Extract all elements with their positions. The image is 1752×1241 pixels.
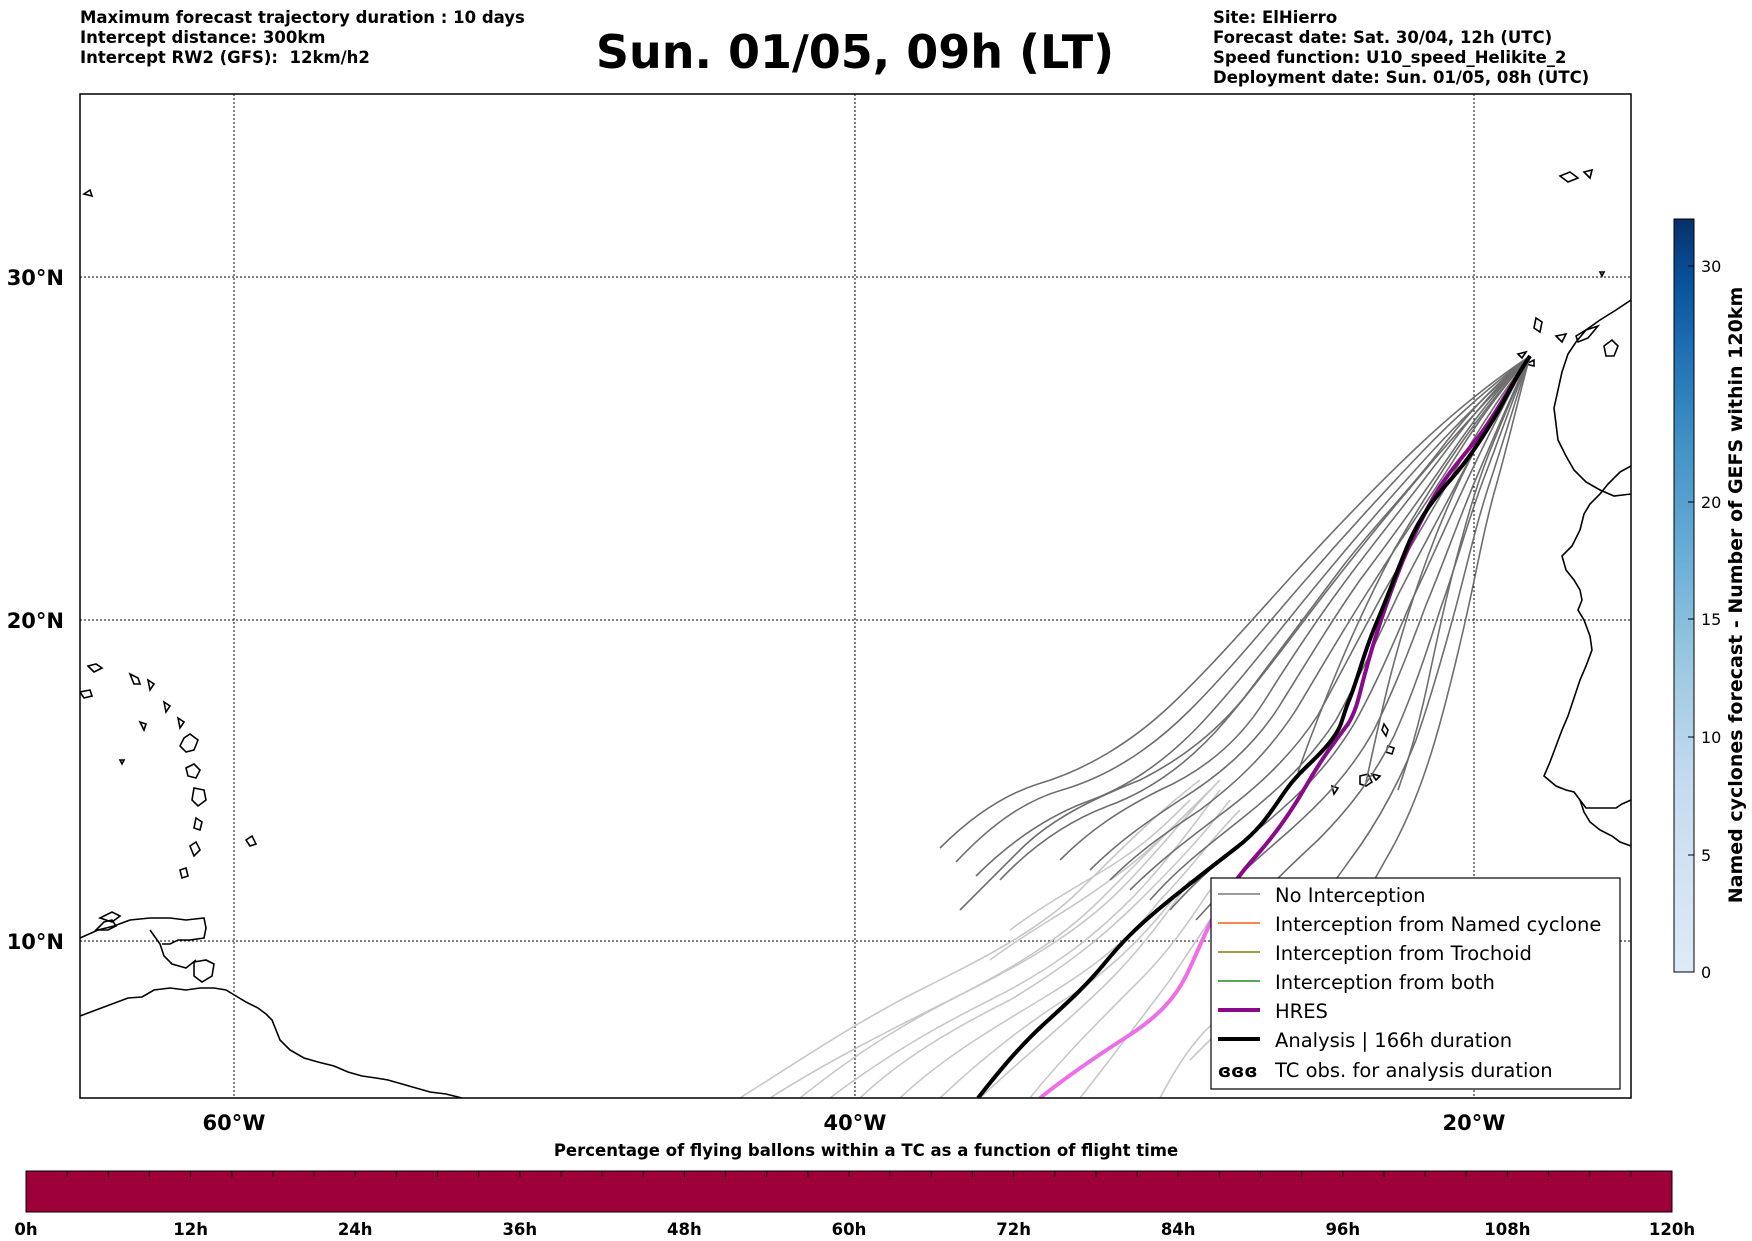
legend-label-hres: HRES bbox=[1275, 1000, 1328, 1023]
colorbar-tick-5: 5 bbox=[1701, 846, 1711, 865]
header-left-info: Maximum forecast trajectory duration : 1… bbox=[80, 8, 525, 68]
legend: No Interception Interception from Named … bbox=[1210, 877, 1621, 1090]
colorbar-title: Named cyclones forecast - Number of GEFS… bbox=[1725, 287, 1747, 904]
map-border bbox=[79, 93, 1632, 1099]
lat-axis-labels: 30°N 20°N 10°N bbox=[7, 266, 64, 954]
intercept-distance-text: Intercept distance: 300km bbox=[80, 28, 326, 47]
speed-function-text: Speed function: U10_speed_Helikite_2 bbox=[1213, 48, 1567, 67]
legend-box bbox=[1210, 877, 1621, 1090]
pct-tick-0h: 0h bbox=[14, 1220, 37, 1239]
lat-label-20n: 20°N bbox=[7, 609, 64, 633]
colorbar: 0 5 10 15 20 30 Named cyclones forecast … bbox=[1673, 218, 1747, 982]
percentage-bar-title: Percentage of flying ballons within a TC… bbox=[554, 1141, 1178, 1160]
legend-item-hres: HRES bbox=[1218, 1000, 1328, 1023]
coast-gulf-venezuela bbox=[149, 929, 197, 969]
coast-canary-islands bbox=[1516, 316, 1619, 368]
coast-trinidad bbox=[193, 959, 215, 983]
hres-trajectory bbox=[1214, 354, 1532, 913]
percentage-bar-fill bbox=[25, 1170, 1673, 1213]
pct-tick-12h: 12h bbox=[173, 1220, 208, 1239]
legend-item-named-cyclone: Interception from Named cyclone bbox=[1218, 913, 1601, 936]
colorbar-tick-20: 20 bbox=[1701, 493, 1721, 512]
legend-label-both: Interception from both bbox=[1275, 971, 1495, 994]
pct-tick-24h: 24h bbox=[338, 1220, 373, 1239]
legend-label-analysis: Analysis | 166h duration bbox=[1275, 1029, 1512, 1052]
lon-label-60w: 60°W bbox=[203, 1111, 266, 1135]
coast-africa bbox=[1543, 465, 1631, 809]
legend-label-no-interception: No Interception bbox=[1275, 884, 1426, 907]
pct-tick-72h: 72h bbox=[996, 1220, 1031, 1239]
legend-item-trochoid: Interception from Trochoid bbox=[1218, 942, 1532, 965]
coast-lesser-antilles bbox=[80, 188, 258, 923]
header-right-info: Site: ElHierro Forecast date: Sat. 30/04… bbox=[1213, 8, 1589, 88]
intercept-rw2-text: Intercept RW2 (GFS): 12km/h2 bbox=[80, 48, 370, 67]
analysis-trajectory bbox=[976, 354, 1532, 1098]
percentage-bar-minor-ticks bbox=[66, 1171, 1632, 1177]
pct-tick-60h: 60h bbox=[832, 1220, 867, 1239]
colorbar-ticks bbox=[1688, 265, 1694, 973]
pct-tick-108h: 108h bbox=[1484, 1220, 1530, 1239]
colorbar-gradient bbox=[1673, 218, 1695, 973]
max-duration-text: Maximum forecast trajectory duration : 1… bbox=[80, 8, 525, 27]
ensemble-out-frame bbox=[739, 779, 1291, 1098]
coast-venezuela bbox=[80, 917, 207, 945]
lat-label-30n: 30°N bbox=[7, 266, 64, 290]
legend-label-named-cyclone: Interception from Named cyclone bbox=[1275, 913, 1601, 936]
colorbar-tick-15: 15 bbox=[1701, 610, 1721, 629]
lon-label-40w: 40°W bbox=[824, 1111, 887, 1135]
colorbar-tick-30: 30 bbox=[1701, 257, 1721, 276]
site-text: Site: ElHierro bbox=[1213, 8, 1338, 27]
coast-africa-south bbox=[1579, 799, 1631, 847]
page-title: Sun. 01/05, 09h (LT) bbox=[595, 25, 1115, 79]
legend-item-analysis: Analysis | 166h duration bbox=[1218, 1029, 1512, 1052]
lon-label-20w: 20°W bbox=[1443, 1111, 1506, 1135]
coastlines bbox=[80, 168, 1631, 1098]
coast-south-america bbox=[80, 987, 463, 1098]
percentage-bar-tick-labels: 0h 12h 24h 36h 48h 60h 72h 84h 96h 108h … bbox=[14, 1220, 1695, 1239]
hres-trajectory-light bbox=[1038, 911, 1218, 1098]
coast-africa-north bbox=[1553, 299, 1631, 497]
coast-madeira bbox=[1558, 168, 1606, 278]
legend-label-trochoid: Interception from Trochoid bbox=[1275, 942, 1532, 965]
percentage-bar: Percentage of flying ballons within a TC… bbox=[14, 1141, 1695, 1239]
legend-item-no-interception: No Interception bbox=[1218, 884, 1426, 907]
legend-item-tc-obs: ɞɞɞ TC obs. for analysis duration bbox=[1218, 1059, 1553, 1082]
legend-item-both: Interception from both bbox=[1218, 971, 1495, 994]
lon-axis-labels: 60°W 40°W 20°W bbox=[203, 1111, 1506, 1135]
colorbar-tick-0: 0 bbox=[1701, 963, 1711, 982]
pct-tick-48h: 48h bbox=[667, 1220, 702, 1239]
lat-label-10n: 10°N bbox=[7, 930, 64, 954]
pct-tick-36h: 36h bbox=[502, 1220, 537, 1239]
deployment-date-text: Deployment date: Sun. 01/05, 08h (UTC) bbox=[1213, 68, 1590, 87]
tc-obs-symbol-icon: ɞɞɞ bbox=[1218, 1061, 1258, 1082]
pct-tick-96h: 96h bbox=[1325, 1220, 1360, 1239]
coast-paraguana bbox=[94, 919, 118, 931]
pct-tick-120h: 120h bbox=[1649, 1220, 1695, 1239]
legend-label-tc-obs: TC obs. for analysis duration bbox=[1274, 1059, 1553, 1082]
pct-tick-84h: 84h bbox=[1161, 1220, 1196, 1239]
forecast-date-text: Forecast date: Sat. 30/04, 12h (UTC) bbox=[1213, 28, 1553, 47]
colorbar-tick-10: 10 bbox=[1701, 728, 1721, 747]
